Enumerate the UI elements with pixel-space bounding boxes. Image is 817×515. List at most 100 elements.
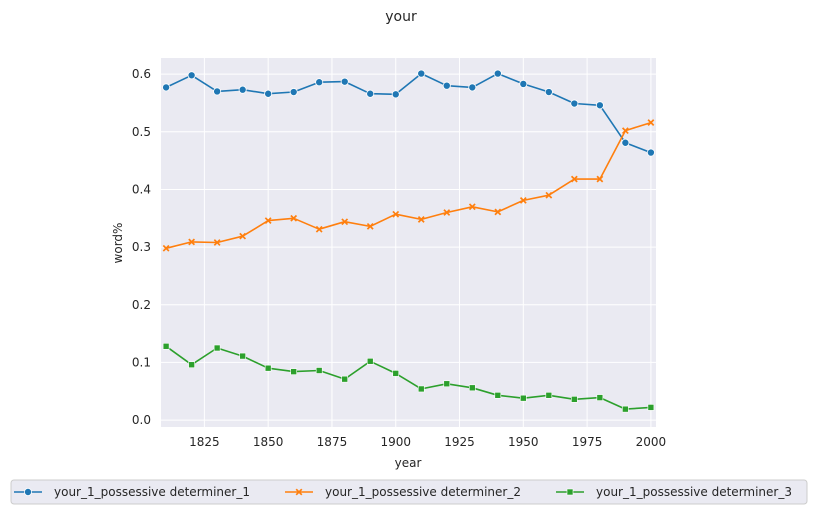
data-point bbox=[315, 225, 323, 233]
marker-stroke bbox=[570, 175, 578, 183]
data-point bbox=[315, 78, 324, 87]
legend-swatch-marker bbox=[295, 488, 303, 496]
x-tick-label: 2000 bbox=[636, 435, 667, 449]
data-point bbox=[595, 101, 604, 110]
data-point bbox=[187, 71, 196, 80]
data-point bbox=[647, 119, 655, 126]
x-tick-label: 1875 bbox=[317, 435, 348, 449]
data-point bbox=[213, 344, 221, 352]
marker-stroke bbox=[264, 217, 272, 224]
plot-background bbox=[161, 58, 656, 427]
marker-stroke bbox=[290, 214, 298, 222]
data-point bbox=[519, 79, 528, 88]
data-point bbox=[239, 352, 246, 360]
data-point bbox=[366, 222, 374, 230]
data-point bbox=[544, 88, 553, 97]
data-point bbox=[417, 216, 425, 223]
plot-area: 0.0 0.1 0.2 0.3 0.4 0.5 0.6 1825 1850 1875 1900 192… bbox=[132, 58, 666, 449]
legend-label: your_1_possessive determiner_2 bbox=[325, 485, 521, 499]
data-point bbox=[571, 396, 578, 403]
legend-swatch-marker bbox=[23, 487, 32, 496]
y-axis-title: word% bbox=[111, 223, 125, 264]
marker-stroke bbox=[392, 210, 400, 218]
data-point bbox=[290, 368, 297, 375]
data-point bbox=[188, 238, 196, 246]
data-point bbox=[570, 175, 578, 183]
data-point bbox=[341, 375, 349, 383]
data-point bbox=[340, 77, 349, 86]
legend-label: your_1_possessive determiner_3 bbox=[596, 485, 792, 499]
legend-box bbox=[10, 479, 808, 505]
data-point bbox=[188, 361, 195, 369]
marker-stroke bbox=[647, 119, 655, 126]
data-point bbox=[468, 384, 476, 392]
marker-stroke bbox=[188, 238, 196, 246]
data-point bbox=[646, 148, 655, 157]
marker-stroke bbox=[162, 244, 170, 252]
x-tick-label: 1975 bbox=[572, 435, 603, 449]
marker-stroke bbox=[315, 225, 323, 233]
marker-stroke bbox=[213, 239, 221, 246]
data-point bbox=[239, 232, 247, 240]
data-point bbox=[162, 342, 170, 350]
data-point bbox=[392, 210, 400, 218]
data-point bbox=[596, 394, 604, 401]
data-point bbox=[468, 83, 477, 92]
data-point bbox=[264, 364, 272, 372]
marker-stroke bbox=[239, 232, 247, 240]
legend-label: your_1_possessive determiner_1 bbox=[54, 485, 250, 499]
data-point bbox=[162, 83, 171, 92]
series-3 bbox=[162, 342, 655, 413]
data-point bbox=[392, 370, 400, 377]
data-point bbox=[289, 88, 298, 97]
data-point bbox=[238, 85, 247, 94]
data-point bbox=[443, 209, 451, 216]
data-point bbox=[213, 239, 221, 246]
y-tick-label: 0.6 bbox=[132, 67, 151, 81]
marker-stroke bbox=[366, 222, 374, 230]
y-tick-label: 0.1 bbox=[132, 355, 151, 369]
data-point bbox=[494, 391, 502, 399]
marker-stroke bbox=[494, 208, 502, 216]
data-point bbox=[315, 367, 323, 374]
x-tick-label: 1950 bbox=[508, 435, 539, 449]
data-point bbox=[264, 217, 272, 224]
series-1 bbox=[162, 69, 655, 157]
x-axis-title: year bbox=[395, 456, 422, 470]
marker-stroke bbox=[341, 218, 349, 226]
data-point bbox=[545, 391, 553, 399]
marker-stroke bbox=[417, 216, 425, 223]
data-point bbox=[647, 404, 655, 411]
data-point bbox=[621, 127, 629, 135]
chart-title: your bbox=[385, 9, 417, 25]
legend-swatch-marker bbox=[566, 488, 574, 496]
x-tick-label: 1900 bbox=[380, 435, 411, 449]
x-tick-label: 1925 bbox=[444, 435, 475, 449]
marker-stroke bbox=[468, 203, 476, 211]
data-point bbox=[494, 208, 502, 216]
y-tick-label: 0.5 bbox=[132, 125, 151, 139]
y-tick-label: 0.4 bbox=[132, 182, 151, 196]
marker-stroke bbox=[596, 175, 604, 183]
data-point bbox=[621, 138, 630, 147]
x-tick-label: 1850 bbox=[253, 435, 284, 449]
series-2 bbox=[162, 119, 655, 252]
data-point bbox=[391, 90, 400, 99]
x-tick-label: 1825 bbox=[189, 435, 220, 449]
data-point bbox=[417, 69, 426, 78]
data-point bbox=[545, 191, 553, 199]
series-line bbox=[165, 72, 652, 154]
data-point bbox=[290, 214, 298, 222]
data-point bbox=[520, 394, 527, 402]
data-point bbox=[366, 357, 374, 365]
y-tick-label: 0.3 bbox=[132, 240, 151, 254]
series-line bbox=[165, 345, 651, 410]
marker-stroke bbox=[443, 209, 451, 216]
data-point bbox=[162, 244, 170, 252]
data-point bbox=[596, 175, 604, 183]
data-point bbox=[570, 99, 579, 108]
marker-stroke bbox=[621, 127, 629, 135]
data-point bbox=[622, 405, 629, 413]
data-point bbox=[341, 218, 349, 226]
